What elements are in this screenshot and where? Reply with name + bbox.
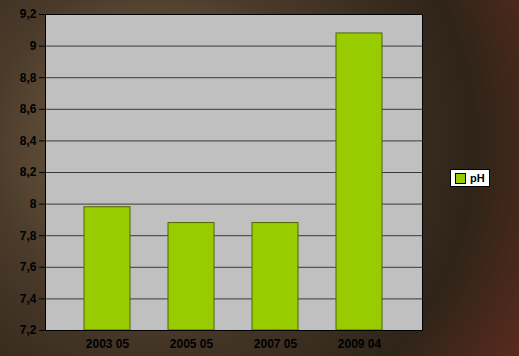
svg-text:2009 04: 2009 04	[338, 337, 382, 351]
svg-text:8: 8	[30, 197, 37, 211]
svg-text:7,4: 7,4	[20, 292, 37, 306]
svg-text:2007 05: 2007 05	[254, 337, 298, 351]
svg-text:7,8: 7,8	[20, 229, 37, 243]
svg-text:8,4: 8,4	[20, 134, 37, 148]
svg-text:9,2: 9,2	[20, 7, 37, 21]
svg-text:7,2: 7,2	[20, 323, 37, 337]
svg-text:2005 05: 2005 05	[170, 337, 214, 351]
svg-text:8,2: 8,2	[20, 165, 37, 179]
svg-text:2003 05: 2003 05	[86, 337, 130, 351]
svg-text:7,6: 7,6	[20, 260, 37, 274]
svg-text:8,8: 8,8	[20, 71, 37, 85]
svg-text:9: 9	[30, 39, 37, 53]
html-text:pH: pH	[470, 172, 485, 184]
svg-text:8,6: 8,6	[20, 102, 37, 116]
